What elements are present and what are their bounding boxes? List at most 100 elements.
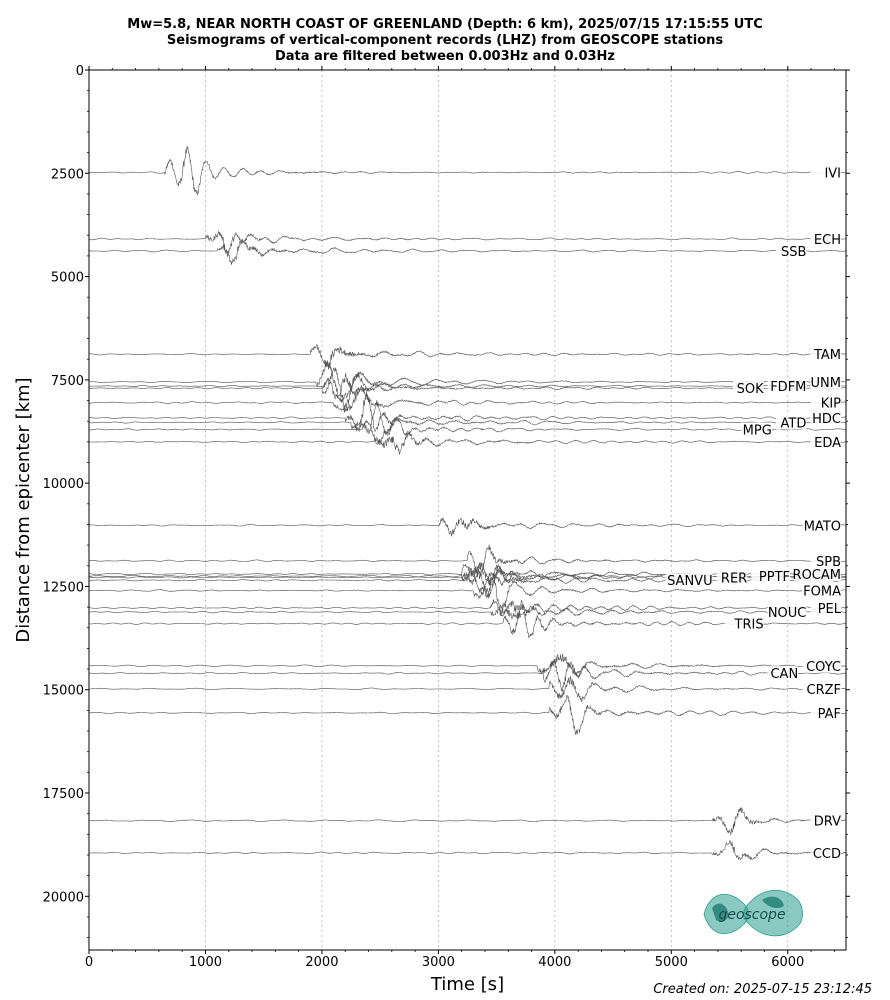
trace-foma [88, 571, 847, 615]
station-label-mpg: MPG [743, 423, 772, 438]
station-label-pel: PEL [818, 602, 842, 617]
x-tick-label-0: 0 [85, 955, 93, 970]
station-label-bg-coyc [802, 658, 841, 673]
station-label-bg-pptf [751, 569, 790, 584]
plot-frame [88, 69, 847, 951]
y-tick-label-17500: 17500 [43, 787, 84, 802]
station-label-eda: EDA [814, 436, 841, 451]
logo-text: geoscope [718, 907, 785, 923]
y-tick-label-12500: 12500 [43, 580, 84, 595]
trace-pel [89, 599, 847, 617]
x-axis-label: Time [s] [430, 974, 504, 995]
trace-ccd [88, 840, 847, 861]
station-label-bg-ssb [775, 243, 807, 258]
trace-nouc [88, 602, 846, 621]
axis-layer: 0 1000 2000 3000 4000 5000 6000 0 2500 5000 7500 10… [13, 64, 850, 995]
station-label-bg-spb [810, 553, 841, 568]
trace-tam [89, 343, 846, 370]
trace-sok [89, 373, 847, 400]
title-line-1: Mw=5.8, NEAR NORTH COAST OF GREENLAND (D… [127, 17, 763, 32]
trace-eda [88, 430, 846, 455]
station-label-atd: ATD [781, 416, 807, 431]
station-label-bg-atd [775, 415, 807, 430]
station-label-bg-can [767, 666, 799, 681]
station-label-bg-fdfm [767, 379, 807, 394]
trace-ech [88, 230, 847, 255]
station-label-tris: TRIS [734, 618, 764, 633]
station-label-ssb: SSB [781, 245, 806, 260]
trace-kip [88, 384, 847, 413]
station-label-bg-ech [810, 231, 841, 246]
logo-continents [712, 896, 784, 922]
station-label-nouc: NOUC [768, 606, 807, 621]
title-line-2: Seismograms of vertical-component record… [166, 33, 724, 48]
station-label-bg-tam [810, 347, 841, 362]
station-label-bg-kip [810, 395, 841, 410]
trace-unm [88, 361, 847, 403]
station-label-bg-mpg [741, 422, 772, 437]
trace-crzf [88, 675, 847, 703]
station-label-bg-pel [810, 600, 841, 615]
trace-ssb [88, 238, 847, 265]
station-label-paf: PAF [818, 707, 841, 722]
title-line-3: Data are filtered between 0.003Hz and 0.… [274, 49, 616, 64]
station-label-bg-tris [724, 616, 764, 631]
station-label-ech: ECH [814, 233, 841, 248]
trace-can [88, 660, 846, 692]
station-label-bg-drv [810, 813, 841, 828]
station-label-sok: SOK [737, 382, 764, 397]
station-label-can: CAN [770, 667, 798, 682]
station-label-ccd: CCD [813, 847, 841, 862]
station-label-ivi: IVI [824, 166, 841, 181]
station-label-bg-sok [733, 381, 764, 396]
logo-right-wing [743, 889, 803, 937]
grid-layer [205, 70, 789, 950]
station-label-bg-rocam [794, 567, 841, 582]
trace-paf [88, 694, 847, 735]
y-axis-label: Distance from epicenter [km] [13, 377, 34, 642]
station-label-tam: TAM [813, 348, 841, 363]
y-tick-label-10000: 10000 [43, 477, 84, 492]
station-label-sanvu: SANVU [667, 574, 713, 589]
y-tick-label-2500: 2500 [51, 167, 84, 182]
station-label-fdfm: FDFM [770, 380, 806, 395]
station-label-bg-crzf [802, 681, 841, 696]
station-label-foma: FOMA [803, 585, 841, 600]
station-label-bg-sanvu [665, 573, 713, 588]
station-label-bg-ivi [810, 165, 841, 180]
trace-fdfm [88, 367, 847, 412]
station-label-bg-unm [810, 374, 841, 389]
station-label-pptf: PPTF [759, 570, 790, 585]
trace-layer [88, 146, 847, 861]
x-tick-label-2000: 2000 [305, 955, 338, 970]
y-tick-label-20000: 20000 [43, 890, 84, 905]
y-tick-label-7500: 7500 [51, 374, 84, 389]
x-tick-label-3000: 3000 [422, 955, 455, 970]
x-tick-label-6000: 6000 [771, 955, 804, 970]
station-label-mato: MATO [804, 519, 841, 534]
y-tick-label-5000: 5000 [51, 271, 84, 286]
station-label-rer: RER [721, 571, 747, 586]
station-label-kip: KIP [821, 397, 841, 412]
station-label-bg-hdc [810, 410, 841, 425]
trace-ivi [88, 146, 847, 196]
trace-drv [89, 807, 847, 836]
station-label-bg-ccd [810, 845, 841, 860]
y-tick-label-0: 0 [76, 64, 84, 79]
y-tick-label-15000: 15000 [43, 684, 84, 699]
trace-tris [88, 599, 847, 639]
station-label-bg-mato [802, 518, 841, 533]
station-label-bg-eda [810, 434, 841, 449]
geoscope-logo: geoscope [703, 889, 803, 937]
station-label-spb: SPB [816, 555, 841, 570]
station-label-bg-paf [810, 705, 841, 720]
station-label-hdc: HDC [812, 412, 841, 427]
station-label-bg-rer [716, 570, 748, 585]
station-label-bg-nouc [767, 605, 807, 620]
x-tick-label-1000: 1000 [189, 955, 222, 970]
trace-mato [88, 516, 847, 537]
station-label-drv: DRV [814, 815, 841, 830]
trace-hdc [88, 391, 847, 432]
